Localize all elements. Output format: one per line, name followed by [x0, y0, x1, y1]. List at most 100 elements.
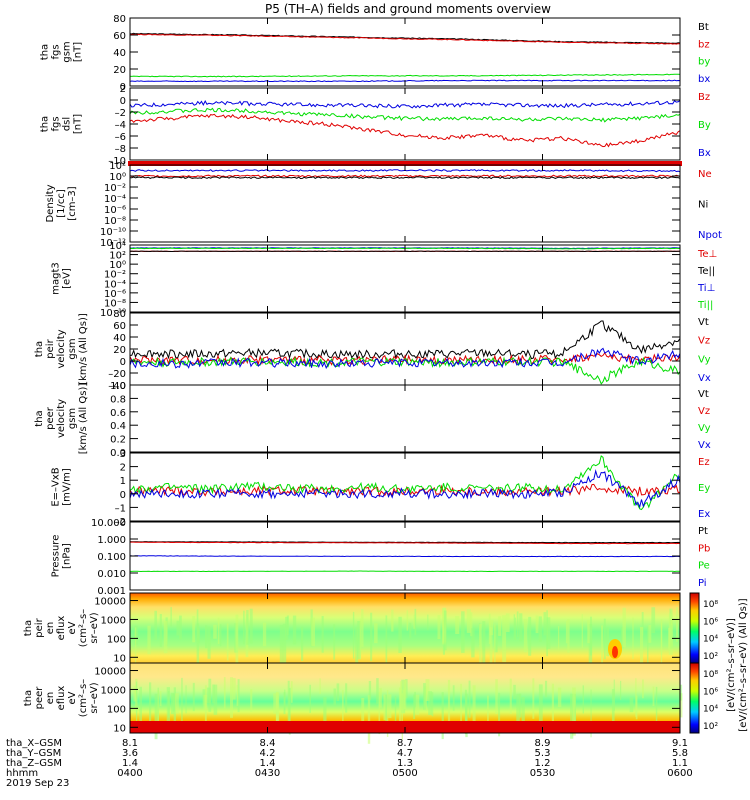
y-label-line: [km/s (All Qs)] [78, 383, 89, 455]
colorbar-tick: 10² [703, 652, 718, 662]
spectrogram-streak [455, 616, 460, 634]
ephemeris-value: 1.4 [260, 758, 276, 769]
spectrogram-streak [641, 612, 644, 636]
y-tick-label: 0 [120, 96, 126, 107]
spectrogram-streak [572, 687, 576, 736]
spectrogram-streak [370, 612, 373, 662]
spectrogram-streak [213, 624, 217, 639]
spectrogram-streak [212, 684, 215, 704]
spectrogram-streak [519, 693, 522, 718]
y-tick-label: 2 [120, 84, 126, 95]
y-tick-label: 0.010 [97, 569, 126, 580]
y-label-line: peer [45, 406, 56, 430]
ephemeris-value: 5.8 [672, 748, 688, 759]
y-tick-label: –6 [115, 132, 126, 143]
spectrogram-streak [235, 614, 239, 663]
y-tick-label: 10⁻⁴ [104, 194, 126, 205]
spectrogram-streak [461, 611, 465, 653]
series-line-Vx [130, 347, 680, 370]
spectrogram-streak [196, 623, 200, 670]
spectrogram-streak [676, 607, 678, 642]
series-line-Vy [130, 356, 680, 385]
spectrogram-streak [489, 620, 494, 636]
legend-bx: bx [698, 74, 710, 85]
ephemeris-value: 8.7 [397, 738, 413, 749]
spectrogram-streak [385, 694, 387, 724]
y-label-line: eflux [56, 686, 67, 711]
spectrogram-streak [443, 610, 447, 651]
spectrogram-streak [309, 684, 311, 713]
series-group [130, 100, 680, 148]
colorbar-tick: 10⁶ [703, 617, 718, 627]
y-label-line: eV [67, 621, 78, 634]
series-line-Bz [130, 113, 680, 148]
panel-frame [129, 384, 681, 453]
ephemeris-value: 4.7 [397, 748, 413, 759]
y-label-line: [km/s (All Qs)] [78, 313, 89, 385]
y-label-line: fgs [51, 44, 62, 59]
ephemeris-value: 0600 [667, 768, 692, 779]
spectrogram-streak [403, 679, 407, 709]
spectrogram-streak [405, 679, 408, 698]
colorbar [689, 662, 700, 734]
spectrogram-streak [651, 607, 656, 634]
spectrogram-streak [154, 610, 157, 640]
y-label-line: fgs [51, 116, 62, 131]
y-tick-label: 0.4 [110, 421, 126, 432]
density-band [128, 161, 682, 166]
y-label-line: tha [40, 44, 51, 60]
spectrogram-streak [290, 681, 293, 703]
spectrogram-streak [208, 678, 212, 712]
colorbar-label: [eV/(cm²–s–sr–eV) (All Qs)] [738, 598, 749, 731]
y-label-line: en [45, 692, 56, 705]
y-tick-label: –8 [115, 144, 126, 155]
legend-Vx: Vx [698, 373, 711, 384]
spectrogram-streak [660, 619, 663, 655]
spectrogram-streak [391, 609, 394, 632]
spectrogram-streak [361, 698, 365, 725]
y-label-line: tha [40, 116, 51, 132]
spectrogram-streak [135, 627, 137, 673]
y-tick-label: 80 [113, 14, 126, 25]
spectrogram-streak [376, 678, 379, 704]
y-tick-label: 40 [113, 48, 126, 59]
panel-fgs_gsm: 80 60 40 20 0 Bt bz by bx tha fgs gsm [nT] [40, 14, 711, 93]
spectrogram-streak [361, 609, 364, 647]
spectrogram-streak [648, 625, 652, 643]
spectrogram-streak [601, 625, 603, 664]
y-label-line: peer [34, 686, 45, 710]
spectrogram-streak [565, 621, 568, 644]
y-tick-label: 1 [120, 476, 126, 487]
series-group [130, 169, 680, 180]
spectrogram-streak [236, 685, 239, 706]
ephemeris-label: hhmm [6, 768, 38, 779]
y-tick-label: 20 [113, 65, 126, 76]
colorbar-tick: 10⁸ [703, 670, 718, 680]
y-tick-label: 10 [113, 653, 126, 664]
ephemeris-value: 0530 [530, 768, 555, 779]
legend-Te||: Te|| [697, 266, 715, 277]
spectrogram-streak [285, 616, 289, 640]
spectrogram-streak [558, 626, 560, 650]
y-label-line: peir [34, 617, 45, 637]
spectrogram-streak [528, 616, 532, 656]
spectrogram-streak [494, 625, 498, 653]
panel-peer_velocity: 1.0 0.8 0.6 0.4 0.2 0.0 Vt Vz Vy Vx tha peer velocit… [34, 381, 711, 459]
y-tick-label: 0 [120, 357, 126, 368]
y-tick-label: 10⁻¹⁰ [100, 308, 126, 319]
y-label-line: sr–eV) [89, 682, 100, 713]
spectrogram-streak [149, 682, 152, 725]
y-tick-label: 1.000 [97, 535, 126, 546]
spectrogram-streak [379, 688, 382, 708]
ephemeris-label: tha_Y–GSM [6, 748, 61, 759]
y-label-line: [eV] [62, 268, 73, 289]
legend-Pb: Pb [698, 543, 710, 554]
spectrogram-streak [570, 693, 574, 739]
date-label: 2019 Sep 23 [6, 778, 69, 789]
spectrogram-streak [342, 690, 344, 726]
series-line-Ey [130, 455, 680, 511]
spectrogram-streak [139, 686, 142, 734]
spectrogram-streak [311, 617, 315, 647]
